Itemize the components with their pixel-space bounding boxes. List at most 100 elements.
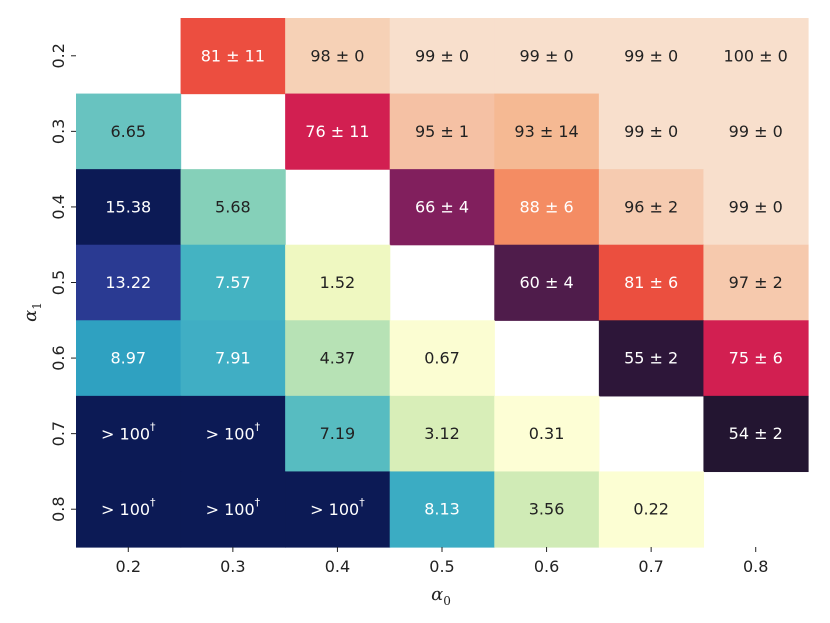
heatmap-cell-r6-c4 [494,471,600,548]
cell-label-r6-c2: > 100† [310,496,365,519]
heatmap-cell-r1-c0 [76,93,182,170]
cell-label-r5-c4: 0.31 [529,424,565,443]
heatmap-cell-r6-c0 [76,471,182,548]
heatmap-cell-r3-c1 [180,244,286,321]
cell-label-r1-c4: 93 ± 14 [514,122,578,141]
heatmap-cell-r6-c1 [180,471,286,548]
y-tick-label-6: 0.8 [49,496,68,521]
y-axis-ticks: 0.2 0.3 0.4 0.5 0.6 0.7 0.8 [49,43,76,522]
cell-label-r2-c5: 96 ± 2 [624,197,678,216]
heatmap-cell-r0-c3 [389,18,495,95]
cell-label-r3-c5: 81 ± 6 [624,273,678,292]
cell-label-r5-c1: > 100† [206,420,261,443]
y-tick-label-5: 0.7 [49,421,68,446]
x-axis-label: α0 [431,584,451,608]
heatmap-cell-r4-c6 [703,320,809,397]
cell-label-r2-c1: 5.68 [215,197,251,216]
cell-label-r2-c3: 66 ± 4 [415,197,469,216]
heatmap-cell-r6-c2 [285,471,391,548]
y-axis-label-symbol: α [20,310,41,322]
cell-label-r3-c0: 13.22 [105,273,151,292]
cell-label-r4-c1: 7.91 [215,349,251,368]
cell-label-r1-c2: 76 ± 11 [305,122,369,141]
y-tick-label-2: 0.4 [49,194,68,219]
x-tick-label-6: 0.8 [743,557,768,576]
cell-label-r4-c3: 0.67 [424,349,460,368]
cell-label-r6-c1: > 100† [206,496,261,519]
heatmap-cell-r5-c0 [76,395,182,473]
heatmap-cell-r4-c3 [389,320,495,397]
cell-label-r0-c1: 81 ± 11 [201,46,265,65]
x-tick-label-5: 0.7 [638,557,663,576]
cell-label-r4-c6: 75 ± 6 [729,349,783,368]
cell-label-r5-c0: > 100† [101,420,156,443]
cell-label-r0-c6: 100 ± 0 [724,46,788,65]
x-axis-label-subscript: 0 [443,594,451,608]
heatmap-cell-r2-c4 [494,169,600,246]
cell-label-r2-c0: 15.38 [105,197,151,216]
y-tick-label-4: 0.6 [49,345,68,370]
heatmap-cell-r4-c5 [598,320,705,397]
cell-label-r1-c6: 99 ± 0 [729,122,783,141]
cell-label-r3-c4: 60 ± 4 [520,273,574,292]
heatmap-cell-r4-c2 [285,320,391,397]
y-tick-label-1: 0.3 [49,119,68,144]
cell-label-r5-c2: 7.19 [320,424,356,443]
y-tick-label-0: 0.2 [49,43,68,68]
cell-label-r3-c6: 97 ± 2 [729,273,783,292]
heatmap-cell-r3-c0 [76,244,182,321]
y-tick-label-3: 0.5 [49,270,68,295]
heatmap-cell-r1-c2 [285,93,391,170]
cell-label-r2-c6: 99 ± 0 [729,197,783,216]
cell-label-r0-c2: 98 ± 0 [310,46,364,65]
x-axis-ticks: 0.2 0.3 0.4 0.5 0.6 0.7 0.8 [116,547,768,576]
x-tick-label-1: 0.3 [220,557,245,576]
heatmap-cell-r4-c0 [76,320,182,397]
heatmap-cell-r3-c2 [285,244,391,321]
x-tick-label-4: 0.6 [534,557,559,576]
heatmap-cell-r2-c6 [703,169,809,246]
heatmap-cells: 81 ± 11 98 ± 0 99 ± 0 99 ± 0 99 ± 0 100 ± 0 6.… [76,18,809,548]
heatmap-cell-r6-c3 [389,471,495,548]
cell-label-r2-c4: 88 ± 6 [520,197,574,216]
heatmap-cell-r4-c1 [180,320,286,397]
x-tick-label-0: 0.2 [116,557,141,576]
heatmap-cell-r1-c3 [389,93,495,170]
cell-label-r0-c5: 99 ± 0 [624,46,678,65]
cell-label-r6-c0: > 100† [101,496,156,519]
heatmap-cell-r2-c1 [180,169,286,246]
cell-label-r5-c6: 54 ± 2 [729,424,783,443]
heatmap-cell-r2-c0 [76,169,182,246]
heatmap-cell-r2-c3 [389,169,495,246]
cell-label-r1-c5: 99 ± 0 [624,122,678,141]
cell-label-r6-c3: 8.13 [424,500,460,519]
heatmap-cell-r0-c5 [598,18,705,95]
x-tick-label-3: 0.5 [429,557,454,576]
cell-label-r4-c5: 55 ± 2 [624,349,678,368]
heatmap-cell-r0-c4 [494,18,600,95]
heatmap-cell-r0-c6 [703,18,809,95]
heatmap-cell-r1-c5 [598,93,705,170]
cell-label-r3-c2: 1.52 [320,273,356,292]
cell-label-r3-c1: 7.57 [215,273,251,292]
heatmap-cell-r1-c4 [494,93,600,170]
heatmap-cell-r0-c1 [180,18,286,95]
cell-label-r4-c2: 4.37 [320,349,356,368]
heatmap-cell-r5-c3 [389,395,495,473]
heatmap-cell-r2-c5 [598,169,705,246]
heatmap-cell-r5-c2 [285,395,391,473]
cell-label-r5-c3: 3.12 [424,424,460,443]
heatmap-cell-r3-c4 [494,244,600,321]
cell-label-r0-c3: 99 ± 0 [415,46,469,65]
cell-label-r0-c4: 99 ± 0 [520,46,574,65]
heatmap-cell-r1-c6 [703,93,809,170]
heatmap-cell-r5-c6 [703,395,809,473]
cell-label-r6-c4: 3.56 [529,500,565,519]
y-axis-label-subscript: 1 [30,302,44,310]
cell-label-r4-c0: 8.97 [110,349,146,368]
cell-label-r1-c3: 95 ± 1 [415,122,469,141]
x-axis-label-symbol: α [431,584,443,605]
heatmap-cell-r3-c6 [703,244,809,321]
cell-label-r6-c5: 0.22 [633,500,669,519]
